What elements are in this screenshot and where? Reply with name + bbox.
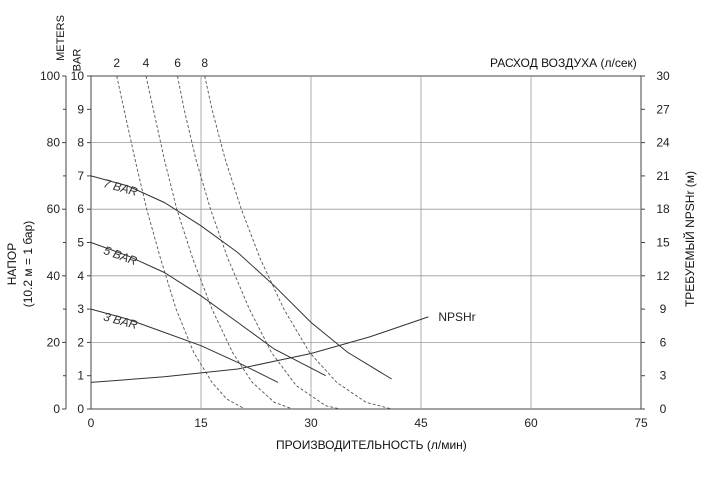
series-label-5-bar: 5 BAR xyxy=(102,243,140,268)
right-tick-label: 12 xyxy=(656,269,670,283)
bar-tick-label: 5 xyxy=(77,236,84,250)
y-left-axis-label-line2: (10.2 м = 1 бар) xyxy=(21,220,35,308)
x-tick-label: 30 xyxy=(304,416,318,430)
right-tick-label: 18 xyxy=(656,202,670,216)
bar-tick-label: 7 xyxy=(77,169,84,183)
x-tick-label: 60 xyxy=(524,416,538,430)
meters-tick-label: 0 xyxy=(53,402,60,416)
bar-tick-label: 0 xyxy=(77,402,84,416)
meters-tick-label: 40 xyxy=(47,269,61,283)
series-line-7-bar xyxy=(90,175,392,380)
air-flow-curve-6 xyxy=(177,75,341,410)
meters-tick-label: 80 xyxy=(47,136,61,150)
series-label-npshr: NPSHr xyxy=(438,310,475,324)
bar-tick-label: 10 xyxy=(71,69,85,83)
bar-tick-label: 1 xyxy=(77,369,84,383)
right-tick-label: 0 xyxy=(660,402,667,416)
meters-tick-label: 60 xyxy=(47,202,61,216)
air-flow-curve-2 xyxy=(116,75,246,410)
y-right-axis-label: ТРЕБУЕМЫЙ NPSHr (м) xyxy=(683,170,697,308)
right-tick-label: 9 xyxy=(660,302,667,316)
y-left-axis-label-line1: НАПОР xyxy=(5,242,19,286)
air-flow-label-6: 6 xyxy=(174,56,181,70)
series-line-5-bar xyxy=(90,242,326,377)
bar-tick-label: 2 xyxy=(77,335,84,349)
right-tick-label: 3 xyxy=(660,369,667,383)
right-tick-label: 15 xyxy=(656,236,670,250)
y-left-axis-label: НАПОР (10.2 м = 1 бар) xyxy=(4,184,36,344)
x-tick-label: 75 xyxy=(634,416,648,430)
bar-tick-label: 4 xyxy=(77,269,84,283)
x-tick-label: 0 xyxy=(88,416,95,430)
meters-tick-label: 20 xyxy=(47,335,61,349)
series-label-3-bar: 3 BAR xyxy=(102,309,139,332)
bar-tick-label: 3 xyxy=(77,302,84,316)
top-axis-label: РАСХОД ВОЗДУХА (л/сек) xyxy=(490,56,637,70)
bar-unit-label: BAR xyxy=(71,48,84,72)
air-flow-curve-4 xyxy=(145,75,293,410)
air-flow-label-8: 8 xyxy=(201,56,208,70)
bar-tick-label: 8 xyxy=(77,136,84,150)
right-tick-label: 6 xyxy=(660,335,667,349)
right-tick-label: 21 xyxy=(656,169,670,183)
air-flow-label-2: 2 xyxy=(113,56,120,70)
right-tick-label: 24 xyxy=(656,136,670,150)
meters-tick-label: 100 xyxy=(40,69,60,83)
plot-frame xyxy=(90,75,642,410)
x-tick-label: 45 xyxy=(414,416,428,430)
right-tick-label: 27 xyxy=(656,102,670,116)
bar-tick-label: 6 xyxy=(77,202,84,216)
air-flow-curve-8 xyxy=(204,75,392,410)
air-flow-label-4: 4 xyxy=(143,56,150,70)
right-tick-label: 30 xyxy=(656,69,670,83)
bar-tick-label: 9 xyxy=(77,102,84,116)
x-tick-label: 15 xyxy=(194,416,208,430)
x-axis-label: ПРОИЗВОДИТЕЛЬНОСТЬ (л/мин) xyxy=(276,438,467,452)
series-line-npshr xyxy=(90,316,429,383)
series-line-3-bar xyxy=(90,308,279,383)
meters-unit-label: METERS xyxy=(54,15,67,61)
series-label-7-bar: 7 BAR xyxy=(102,176,139,199)
